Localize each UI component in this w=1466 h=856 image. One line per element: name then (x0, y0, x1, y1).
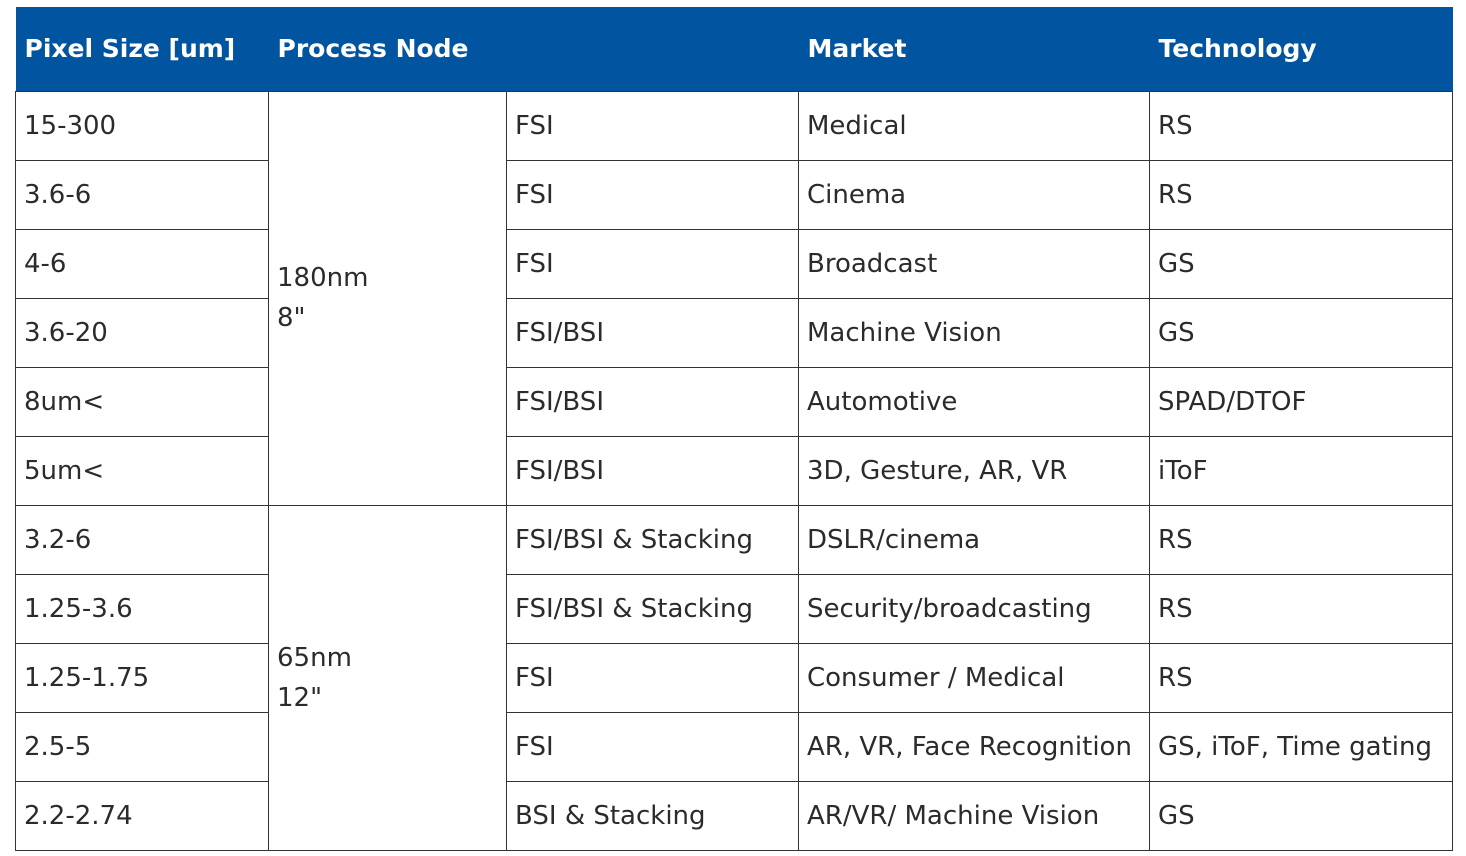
header-illumination (506, 7, 799, 91)
process-node-label: 65nm (277, 642, 352, 673)
cell-illumination: FSI (506, 159, 799, 230)
cell-pixel-size: 2.5-5 (15, 711, 269, 782)
cell-pixel-size: 3.2-6 (15, 504, 269, 575)
cell-market: AR/VR/ Machine Vision (798, 780, 1150, 851)
table-row: 3.2-6 65nm 12" FSI/BSI & Stacking DSLR/c… (15, 504, 1453, 851)
cell-technology: RS (1149, 642, 1453, 713)
cell-pixel-size: 8um< (15, 366, 269, 437)
table-row: 4-6 FSI Broadcast GS (15, 228, 1453, 299)
cell-technology: GS (1149, 780, 1453, 851)
cell-technology: GS (1149, 228, 1453, 299)
cell-illumination: FSI/BSI (506, 435, 799, 506)
cell-pixel-size: 3.6-6 (15, 159, 269, 230)
table-row: 15-300 180nm 8" FSI Medical RS (15, 90, 1453, 506)
table-row: 1.25-1.75 FSI Consumer / Medical RS (15, 642, 1453, 713)
cell-pixel-size: 1.25-1.75 (15, 642, 269, 713)
cell-technology: iToF (1149, 435, 1453, 506)
cell-illumination: FSI/BSI & Stacking (506, 504, 799, 575)
table-header-row: Pixel Size [um] Process Node Market Tech… (15, 7, 1453, 91)
cell-pixel-size: 15-300 (15, 90, 269, 161)
cell-illumination: FSI/BSI (506, 297, 799, 368)
cell-illumination: BSI & Stacking (506, 780, 799, 851)
cell-illumination: FSI (506, 228, 799, 299)
wafer-size-label: 12" (277, 682, 323, 713)
table-row: 3.6-20 FSI/BSI Machine Vision GS (15, 297, 1453, 368)
table-row: 5um< FSI/BSI 3D, Gesture, AR, VR iToF (15, 435, 1453, 506)
cell-market: Consumer / Medical (798, 642, 1150, 713)
wafer-size-label: 8" (277, 303, 306, 333)
table-row: 2.2-2.74 BSI & Stacking AR/VR/ Machine V… (15, 780, 1453, 851)
table-row: 3.6-6 FSI Cinema RS (15, 159, 1453, 230)
cell-illumination: FSI (506, 642, 799, 713)
cell-market: DSLR/cinema (798, 504, 1150, 575)
cell-pixel-size: 3.6-20 (15, 297, 269, 368)
table-row: 8um< FSI/BSI Automotive SPAD/DTOF (15, 366, 1453, 437)
header-technology: Technology (1149, 7, 1453, 91)
header-process-node: Process Node (268, 7, 507, 91)
cell-market: Machine Vision (798, 297, 1150, 368)
cell-technology: GS (1149, 297, 1453, 368)
table-row: 2.5-5 FSI AR, VR, Face Recognition GS, i… (15, 711, 1453, 782)
cell-illumination: FSI/BSI (506, 366, 799, 437)
cell-market: 3D, Gesture, AR, VR (798, 435, 1150, 506)
cell-market: Broadcast (798, 228, 1150, 299)
cell-process-node: 65nm 12" (268, 504, 507, 851)
cell-technology: RS (1149, 159, 1453, 230)
cell-illumination: FSI (506, 711, 799, 782)
header-pixel-size: Pixel Size [um] (15, 7, 269, 91)
cell-market: Cinema (798, 159, 1150, 230)
cell-market: Medical (798, 90, 1150, 161)
cell-process-node: 180nm 8" (268, 90, 507, 506)
cell-illumination: FSI/BSI & Stacking (506, 573, 799, 644)
cell-pixel-size: 2.2-2.74 (15, 780, 269, 851)
cell-technology: SPAD/DTOF (1149, 366, 1453, 437)
process-node-label: 180nm (277, 263, 369, 293)
cell-technology: RS (1149, 90, 1453, 161)
cell-pixel-size: 5um< (15, 435, 269, 506)
cell-technology: RS (1149, 573, 1453, 644)
cell-illumination: FSI (506, 90, 799, 161)
header-market: Market (798, 7, 1150, 91)
sensor-spec-table: Pixel Size [um] Process Node Market Tech… (15, 7, 1453, 851)
cell-pixel-size: 4-6 (15, 228, 269, 299)
cell-market: Security/broadcasting (798, 573, 1150, 644)
cell-market: Automotive (798, 366, 1150, 437)
table-row: 1.25-3.6 FSI/BSI & Stacking Security/bro… (15, 573, 1453, 644)
cell-pixel-size: 1.25-3.6 (15, 573, 269, 644)
cell-technology: GS, iToF, Time gating (1149, 711, 1453, 782)
cell-technology: RS (1149, 504, 1453, 575)
cell-market: AR, VR, Face Recognition (798, 711, 1150, 782)
